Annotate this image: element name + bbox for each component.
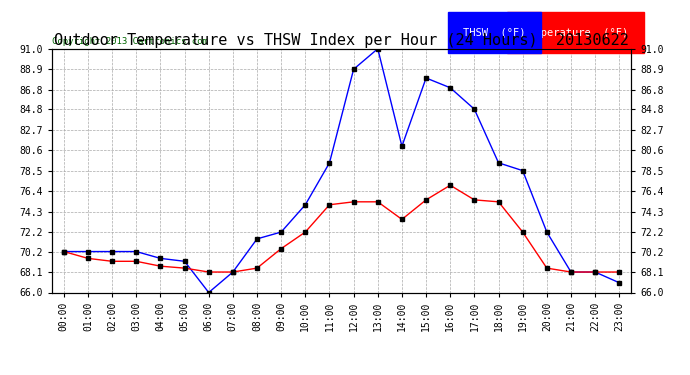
Text: THSW  (°F): THSW (°F) [463, 28, 526, 38]
Title: Outdoor Temperature vs THSW Index per Hour (24 Hours)  20130622: Outdoor Temperature vs THSW Index per Ho… [54, 33, 629, 48]
Text: Temperature  (°F): Temperature (°F) [522, 28, 629, 38]
Text: Copyright 2013 Cartronics.com: Copyright 2013 Cartronics.com [52, 38, 208, 46]
